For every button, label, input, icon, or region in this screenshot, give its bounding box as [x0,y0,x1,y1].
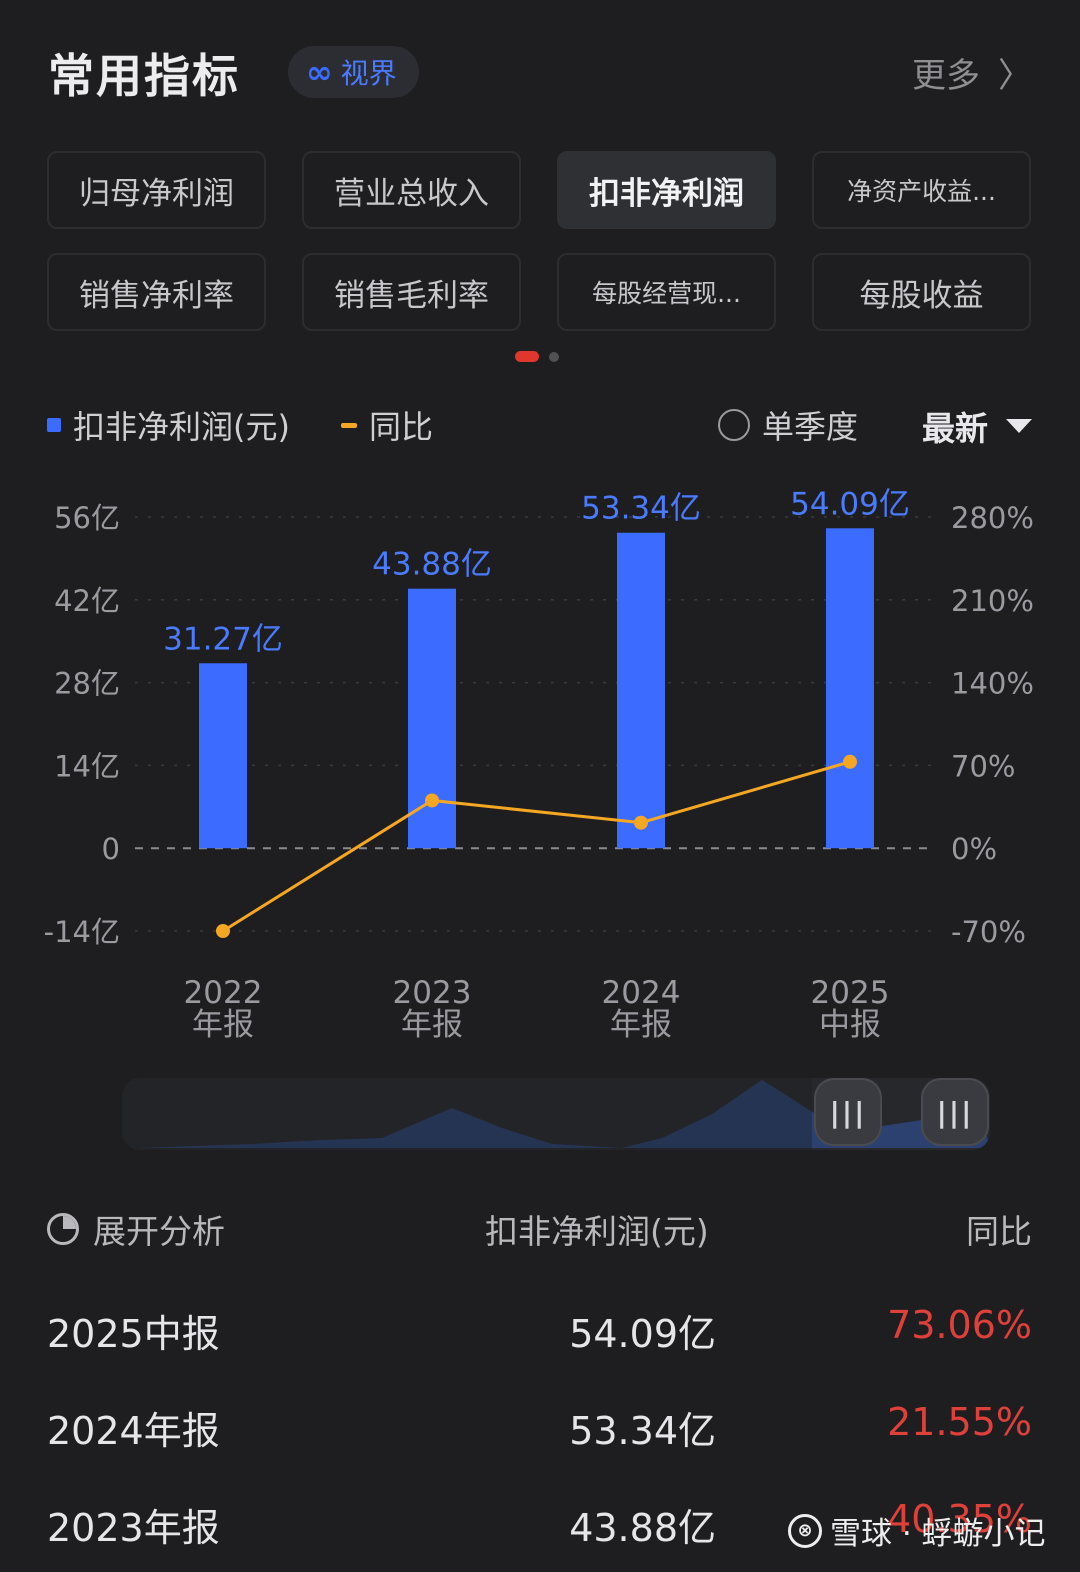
y-right-tick-label: 210% [951,584,1034,618]
more-link[interactable]: 更多 〉 [912,48,1032,97]
row-yoy: 21.55% [887,1400,1032,1444]
page-indicator [515,351,559,362]
bar [826,528,874,849]
x-tick-label: 2025 [811,975,890,1011]
y-left-tick-label: 0 [102,832,120,866]
column-header-value: 扣非净利润(元) [485,1212,709,1251]
brand-badge[interactable]: ∞ 视界 [288,46,419,98]
legend-line-label: 同比 [369,408,434,446]
y-left-tick-label: 56亿 [54,501,120,535]
row-value: 43.88亿 [569,1506,716,1550]
x-tick-label: 2023 [393,975,472,1011]
legend-bar-series: 扣非净利润(元) [47,402,290,448]
chip-eps[interactable]: 每股收益 [812,253,1031,331]
chip-parent-net-profit[interactable]: 归母净利润 [47,151,266,229]
row-period: 2024年报 [47,1409,220,1453]
bar-data-label: 53.34亿 [581,491,701,527]
single-quarter-toggle[interactable]: 单季度 [718,402,858,448]
y-right-tick-label: -70% [951,915,1026,949]
chip-deducted-net-profit[interactable]: 扣非净利润 [557,151,776,229]
table-row: 2023年报 43.88亿 40.35% [47,1497,1032,1557]
y-right-tick-label: 0% [951,832,997,866]
x-tick-label: 2024 [602,975,681,1011]
x-tick-label: 中报 [819,1007,881,1043]
more-label: 更多 [912,56,980,96]
y-left-tick-label: 14亿 [54,749,120,783]
y-left-tick-label: 42亿 [54,584,120,618]
watermark-text: 雪球 · 蜉蝣小记 [830,1516,1046,1552]
table-row: 2025中报 54.09亿 73.06% [47,1303,1032,1363]
watermark: ⊗ 雪球 · 蜉蝣小记 [788,1508,1046,1553]
bar [199,663,247,849]
legend-dash-icon [341,422,357,428]
expand-analysis-label: 展开分析 [93,1212,225,1251]
yoy-line [222,760,851,933]
yoy-point [425,793,439,808]
period-dropdown-label: 最新 [922,409,988,448]
legend-bar-label: 扣非净利润(元) [73,408,290,446]
range-handle-left[interactable]: ||| [814,1078,882,1146]
row-period: 2023年报 [47,1506,220,1550]
xueqiu-logo-icon: ⊗ [788,1513,822,1548]
x-tick-label: 年报 [192,1007,254,1043]
single-quarter-label: 单季度 [762,408,859,446]
row-value: 54.09亿 [569,1312,716,1356]
profit-chart: 56亿 42亿 28亿 14亿 0 -14亿 280% 210% 140% 70% 0% -70% 31… [44,486,1034,1043]
row-period: 2025中报 [47,1312,220,1356]
bar-data-label: 31.27亿 [163,621,283,657]
table-row: 2024年报 53.34亿 21.55% [47,1400,1032,1460]
chip-total-revenue[interactable]: 营业总收入 [302,151,521,229]
legend-square-icon [47,418,61,432]
yoy-point [843,754,857,769]
y-left-tick-label: 28亿 [54,667,120,701]
row-value: 53.34亿 [569,1409,716,1453]
radio-icon[interactable] [718,409,750,441]
y-right-tick-label: 140% [951,667,1034,701]
page-dot-active [515,351,539,362]
bar-data-label: 54.09亿 [790,486,910,522]
bar-data-label: 43.88亿 [372,547,492,583]
page-dot [549,351,559,362]
brand-label: 视界 [340,57,397,90]
y-left-tick-label: -14亿 [44,915,120,949]
expand-analysis-button[interactable]: 展开分析 [47,1205,225,1253]
x-tick-label: 年报 [610,1007,672,1043]
section-title: 常用指标 [48,49,240,103]
table-header: 展开分析 扣非净利润(元) 同比 [47,1205,1032,1257]
chip-gross-margin[interactable]: 销售毛利率 [302,253,521,331]
yoy-point [216,924,230,938]
x-tick-label: 年报 [401,1007,463,1043]
chip-net-margin[interactable]: 销售净利率 [47,253,266,331]
metric-selector-grid: 归母净利润 营业总收入 扣非净利润 净资产收益... 销售净利率 销售毛利率 每… [47,151,1032,331]
legend-line-series: 同比 [341,402,433,448]
yoy-point [634,815,648,830]
y-right-tick-label: 70% [951,749,1015,783]
caret-down-icon [1006,419,1032,433]
y-right-tick-label: 280% [951,501,1034,535]
row-yoy: 73.06% [887,1303,1032,1347]
row-yoy: 40.35% [887,1497,1032,1541]
chevron-right-icon: 〉 [998,56,1032,96]
chart-legend: 扣非净利润(元) 同比 单季度 最新 [47,402,1032,450]
range-handle-right[interactable]: ||| [921,1078,989,1146]
period-dropdown[interactable]: 最新 [922,402,1032,450]
pie-chart-icon [47,1213,79,1245]
navigator-minimap [122,1078,990,1150]
header: 常用指标 ∞ 视界 更多 〉 [48,40,1032,104]
chip-roe[interactable]: 净资产收益... [812,151,1031,229]
x-tick-label: 2022 [184,975,263,1011]
infinity-icon: ∞ [306,53,333,91]
chip-operating-cash-per-share[interactable]: 每股经营现... [557,253,776,331]
column-header-yoy: 同比 [966,1212,1032,1251]
bar [617,532,665,849]
